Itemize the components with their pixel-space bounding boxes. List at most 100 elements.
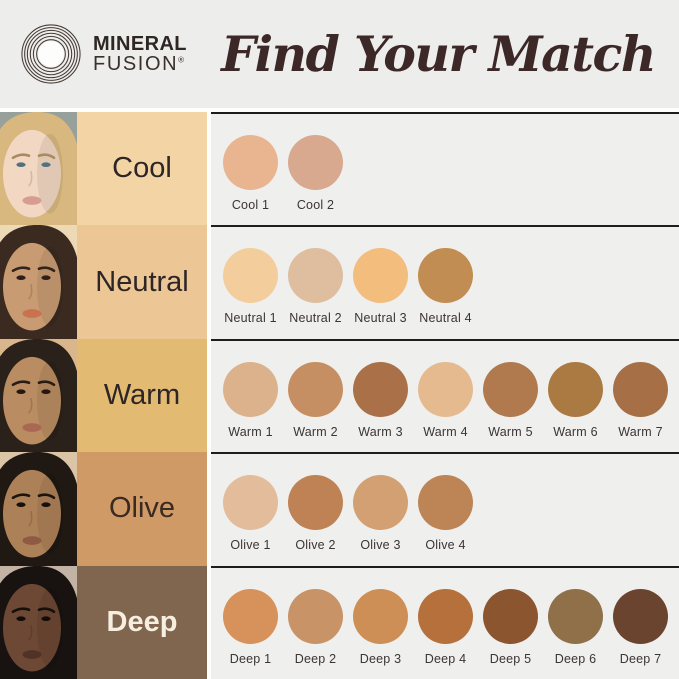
swatch-deep-6: Deep 6 xyxy=(543,588,608,666)
shade-name: Deep 4 xyxy=(424,651,467,666)
row-cool: Cool Cool 1 Cool 2 xyxy=(0,112,679,226)
category-label-text: Cool xyxy=(112,152,172,185)
swatch-panel-cool: Cool 1 Cool 2 xyxy=(211,112,679,226)
shade-circle xyxy=(613,361,668,417)
shade-name: Olive 2 xyxy=(295,538,336,553)
shade-name: Neutral 3 xyxy=(354,311,407,326)
shade-circle xyxy=(548,588,603,644)
shade-circle xyxy=(223,475,278,531)
swatch-warm-5: Warm 5 xyxy=(478,361,543,439)
swatch-deep-7: Deep 7 xyxy=(608,588,673,666)
shade-circle xyxy=(353,588,408,644)
swatch-warm-7: Warm 7 xyxy=(608,361,673,439)
category-label-olive: Olive xyxy=(77,452,207,566)
swatch-deep-3: Deep 3 xyxy=(348,588,413,666)
shade-name: Warm 6 xyxy=(553,424,598,439)
category-label-warm: Warm xyxy=(77,338,207,453)
model-photo-olive xyxy=(0,452,77,566)
swatch-panel-neutral: Neutral 1 Neutral 2 Neutral 3 Neutral 4 xyxy=(211,225,679,339)
swatch-warm-1: Warm 1 xyxy=(218,361,283,439)
row-deep: Deep Deep 1 Deep 2 Deep 3 Deep 4 Deep 5 Deep … xyxy=(0,565,679,679)
shade-name: Deep 5 xyxy=(489,651,532,666)
swatch-deep-2: Deep 2 xyxy=(283,588,348,666)
swatch-warm-2: Warm 2 xyxy=(283,361,348,439)
swatch-neutral-4: Neutral 4 xyxy=(413,248,478,325)
model-photo-deep xyxy=(0,565,77,679)
shade-name: Warm 1 xyxy=(228,424,273,439)
shade-circle xyxy=(353,248,408,304)
swatch-neutral-2: Neutral 2 xyxy=(283,248,348,325)
shade-circle xyxy=(223,361,278,417)
shade-name: Cool 1 xyxy=(231,198,270,212)
row-olive: Olive Olive 1 Olive 2 Olive 3 Olive 4 xyxy=(0,452,679,566)
swatch-neutral-1: Neutral 1 xyxy=(218,248,283,325)
swatch-olive-2: Olive 2 xyxy=(283,475,348,552)
swatch-deep-1: Deep 1 xyxy=(218,588,283,666)
shade-circle xyxy=(288,475,343,531)
shade-circle xyxy=(223,135,278,190)
registered-mark: ® xyxy=(178,55,185,65)
category-label-text: Warm xyxy=(103,379,181,412)
shade-name: Deep 6 xyxy=(554,651,597,666)
shade-circle xyxy=(288,361,343,417)
shade-circle xyxy=(288,248,343,304)
shade-chart: Cool Cool 1 Cool 2 Neutral Neutral 1 Neutr… xyxy=(0,108,679,679)
swatch-neutral-3: Neutral 3 xyxy=(348,248,413,325)
mineral-fusion-logo-icon xyxy=(21,24,81,84)
shade-circle xyxy=(288,135,343,190)
shade-name: Deep 3 xyxy=(359,651,402,666)
shade-name: Warm 2 xyxy=(293,424,338,439)
shade-name: Warm 7 xyxy=(618,424,663,439)
swatch-olive-4: Olive 4 xyxy=(413,475,478,552)
shade-circle xyxy=(418,248,473,304)
swatch-warm-4: Warm 4 xyxy=(413,361,478,439)
swatch-panel-olive: Olive 1 Olive 2 Olive 3 Olive 4 xyxy=(211,452,679,566)
swatch-panel-deep: Deep 1 Deep 2 Deep 3 Deep 4 Deep 5 Deep 6 Deep… xyxy=(211,565,679,679)
shade-name: Cool 2 xyxy=(296,198,335,212)
shade-circle xyxy=(613,588,668,644)
shade-name: Deep 2 xyxy=(294,651,337,666)
swatch-deep-5: Deep 5 xyxy=(478,588,543,666)
swatch-panel-warm: Warm 1 Warm 2 Warm 3 Warm 4 Warm 5 Warm 6 Warm… xyxy=(211,338,679,453)
category-label-text: Neutral xyxy=(95,265,189,298)
category-label-deep: Deep xyxy=(77,565,207,679)
shade-circle xyxy=(483,588,538,644)
shade-circle xyxy=(418,588,473,644)
category-label-text: Olive xyxy=(108,492,176,525)
swatch-warm-3: Warm 3 xyxy=(348,361,413,439)
swatch-warm-6: Warm 6 xyxy=(543,361,608,439)
shade-name: Neutral 4 xyxy=(419,311,472,326)
model-photo-warm xyxy=(0,338,77,453)
brand-line2: FUSION® xyxy=(93,53,185,75)
shade-name: Deep 1 xyxy=(229,651,272,666)
shade-circle xyxy=(288,588,343,644)
brand-line1: MINERAL xyxy=(93,32,187,55)
shade-circle xyxy=(418,475,473,531)
shade-name: Olive 1 xyxy=(230,538,271,553)
brand-text: MINERAL FUSION® xyxy=(93,32,187,75)
model-photo-neutral xyxy=(0,225,77,339)
shade-name: Neutral 1 xyxy=(224,311,277,326)
row-neutral: Neutral Neutral 1 Neutral 2 Neutral 3 Neutr… xyxy=(0,225,679,339)
shade-circle xyxy=(483,361,538,417)
swatch-olive-1: Olive 1 xyxy=(218,475,283,552)
shade-name: Deep 7 xyxy=(619,651,662,666)
swatch-olive-3: Olive 3 xyxy=(348,475,413,552)
swatch-cool-1: Cool 1 xyxy=(218,135,283,212)
shade-circle xyxy=(223,588,278,644)
shade-circle xyxy=(353,361,408,417)
page-title: Find Your Match xyxy=(221,25,656,83)
row-warm: Warm Warm 1 Warm 2 Warm 3 Warm 4 Warm 5 Warm … xyxy=(0,338,679,453)
header: MINERAL FUSION® Find Your Match xyxy=(0,0,679,108)
shade-circle xyxy=(223,248,278,304)
shade-circle xyxy=(418,361,473,417)
shade-name: Olive 3 xyxy=(360,538,401,553)
category-label-text: Deep xyxy=(106,605,178,638)
swatch-cool-2: Cool 2 xyxy=(283,135,348,212)
shade-name: Olive 4 xyxy=(425,538,466,553)
shade-name: Warm 4 xyxy=(423,424,468,439)
shade-name: Warm 5 xyxy=(488,424,533,439)
shade-name: Neutral 2 xyxy=(289,311,342,326)
category-label-cool: Cool xyxy=(77,112,207,226)
swatch-deep-4: Deep 4 xyxy=(413,588,478,666)
